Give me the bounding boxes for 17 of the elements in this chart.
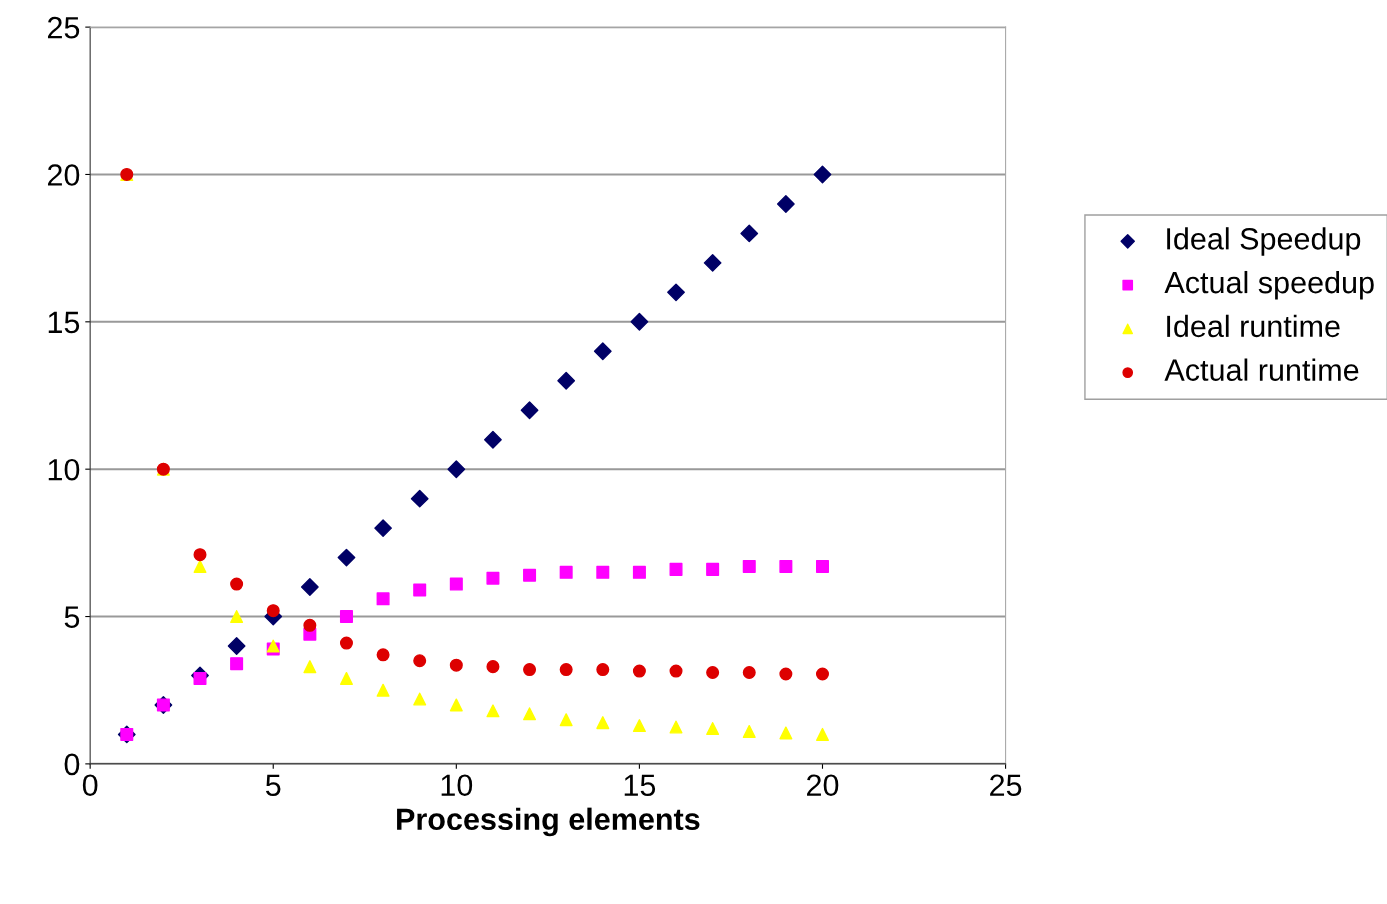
x-tick-label: 25 [990,774,1022,797]
y-tick-label: 25 [47,16,80,39]
x-tick-label: 20 [807,774,839,797]
y-tick-label: 15 [48,311,80,334]
x-tick-label: 5 [265,774,281,797]
legend-label: Ideal runtime [1167,314,1340,338]
legend-label: Actual runtime [1164,358,1359,381]
y-tick-label: 0 [64,753,80,776]
x-tick-label: 10 [441,774,473,797]
x-tick-label: 0 [82,774,98,797]
y-tick-label: 10 [48,458,80,481]
y-tick-label: 5 [64,606,80,628]
legend-label: Ideal Speedup [1167,227,1361,256]
x-axis-title: Processing elements [397,807,700,837]
x-tick-label: 15 [624,774,656,797]
legend-label: Actual speedup [1164,270,1374,300]
y-tick-label: 20 [47,164,80,186]
